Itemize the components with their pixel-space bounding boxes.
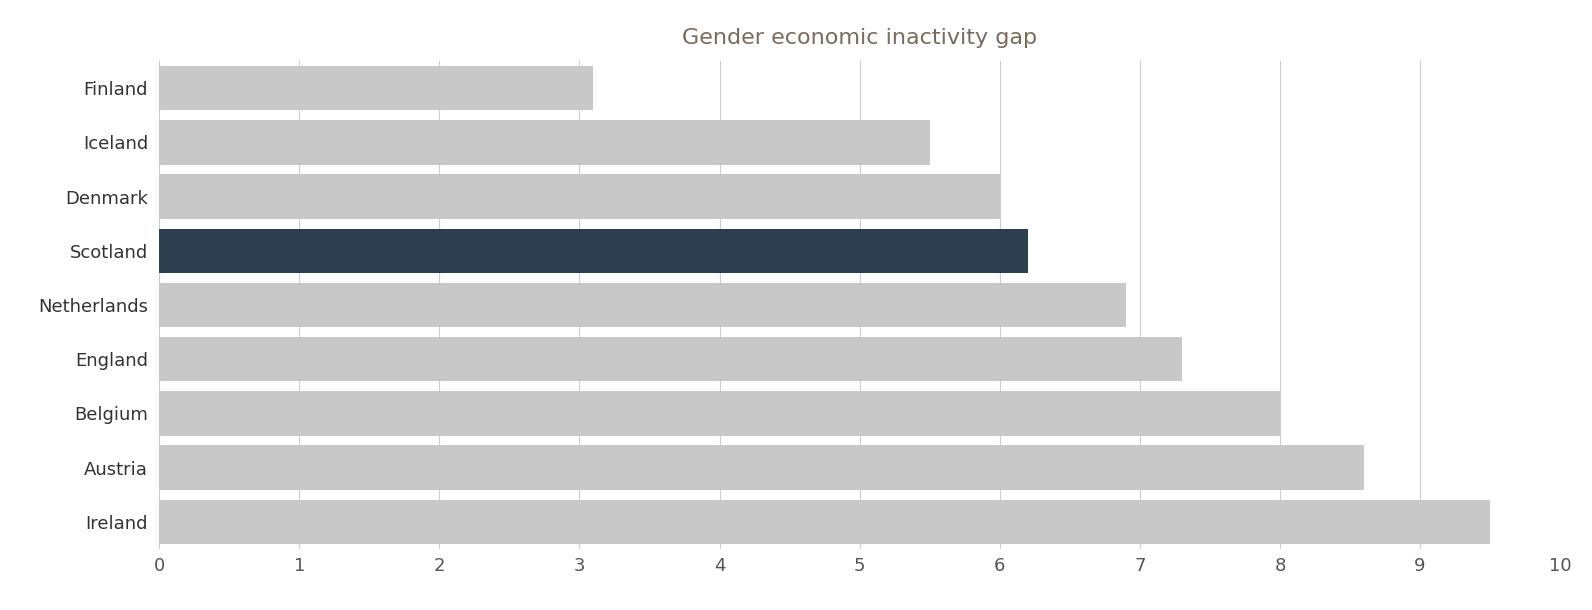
Bar xyxy=(159,66,594,110)
Bar xyxy=(159,337,1181,381)
Title: Gender economic inactivity gap: Gender economic inactivity gap xyxy=(681,28,1038,48)
Bar xyxy=(159,500,1490,544)
Bar xyxy=(159,283,1126,327)
Bar xyxy=(159,120,930,165)
Bar xyxy=(159,391,1280,436)
Bar xyxy=(159,445,1364,490)
Bar xyxy=(159,174,1000,219)
Bar xyxy=(159,229,1028,273)
